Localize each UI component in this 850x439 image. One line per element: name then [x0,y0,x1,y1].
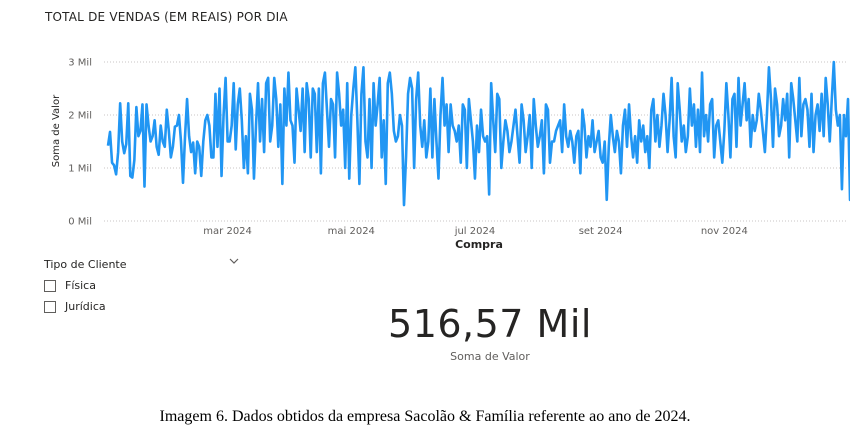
slicer-option-juridica[interactable]: Jurídica [44,300,244,313]
option-label: Jurídica [65,300,106,313]
x-tick-label: mai 2024 [328,226,375,237]
x-axis-title: Compra [455,238,503,251]
y-axis-ticks: 0 Mil 1 Mil 2 Mil 3 Mil [68,58,92,228]
series-line [106,60,850,207]
y-tick-label: 1 Mil [68,164,92,175]
kpi-card: 516,57 Mil Soma de Valor [350,300,630,363]
y-tick-label: 0 Mil [68,217,92,228]
slicer-option-fisica[interactable]: Física [44,279,244,292]
slicer-title: Tipo de Cliente [44,258,127,271]
tipo-cliente-slicer: Tipo de Cliente Física Jurídica [44,258,244,313]
y-tick-label: 2 Mil [68,111,92,122]
slicer-header: Tipo de Cliente [44,258,239,271]
chevron-down-icon[interactable] [229,256,239,266]
option-label: Física [65,279,96,292]
juridica-checkbox[interactable] [44,300,56,313]
y-axis-title: Soma de Valor [51,94,62,167]
line-chart: 0 Mil 1 Mil 2 Mil 3 Mil mar 2024 mai 2024 jul… [51,58,850,251]
figure-caption: Imagem 6. Dados obtidos da empresa Sacol… [159,408,691,425]
x-tick-label: jul 2024 [454,226,496,237]
y-tick-label: 3 Mil [68,58,92,69]
chart-title: TOTAL DE VENDAS (EM REAIS) POR DIA [45,10,288,24]
x-axis-ticks: mar 2024 mai 2024 jul 2024 set 2024 nov 2024 [203,226,748,237]
x-tick-label: nov 2024 [701,226,748,237]
series-group [106,60,850,207]
kpi-label: Soma de Valor [450,350,530,363]
kpi-value: 516,57 Mil [388,302,592,346]
fisica-checkbox[interactable] [44,279,56,292]
x-tick-label: set 2024 [579,226,623,237]
x-tick-label: mar 2024 [203,226,252,237]
